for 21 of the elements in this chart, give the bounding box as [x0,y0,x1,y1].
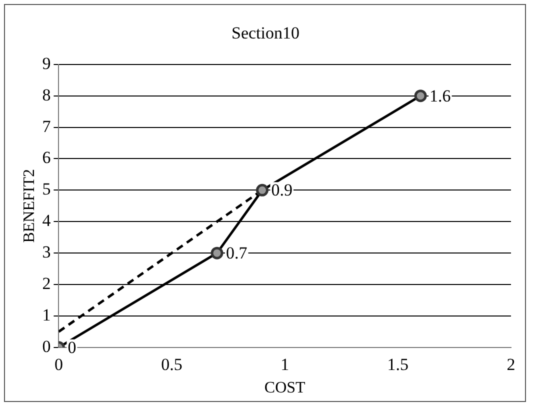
y-tick-label: 7 [42,116,52,136]
x-tick-label: 1.5 [387,355,409,374]
y-tick-label: 2 [42,274,51,293]
y-tick-label: 5 [42,180,51,199]
x-tick-label: 1 [280,355,290,374]
annotation: 0.9 [271,180,292,200]
y-tick-label: 4 [42,211,52,230]
y-tick-label: 1 [42,305,51,324]
x-tick-label: 2 [506,355,516,374]
annotation: 1.6 [430,86,451,106]
x-axis-title: COST [264,380,306,397]
y-tick-label: 8 [42,85,51,104]
y-tick-label: 0 [42,336,51,356]
y-tick-label: 9 [42,54,51,73]
y-tick-label: 6 [42,148,51,168]
y-tick-label: 3 [42,242,51,262]
x-tick-label: 0.5 [161,355,182,374]
y-axis-title: BENEFIT2 [20,169,38,243]
annotation: 0 [68,338,76,357]
annotation: 0.7 [226,244,248,263]
chart-title: Section10 [232,24,300,43]
